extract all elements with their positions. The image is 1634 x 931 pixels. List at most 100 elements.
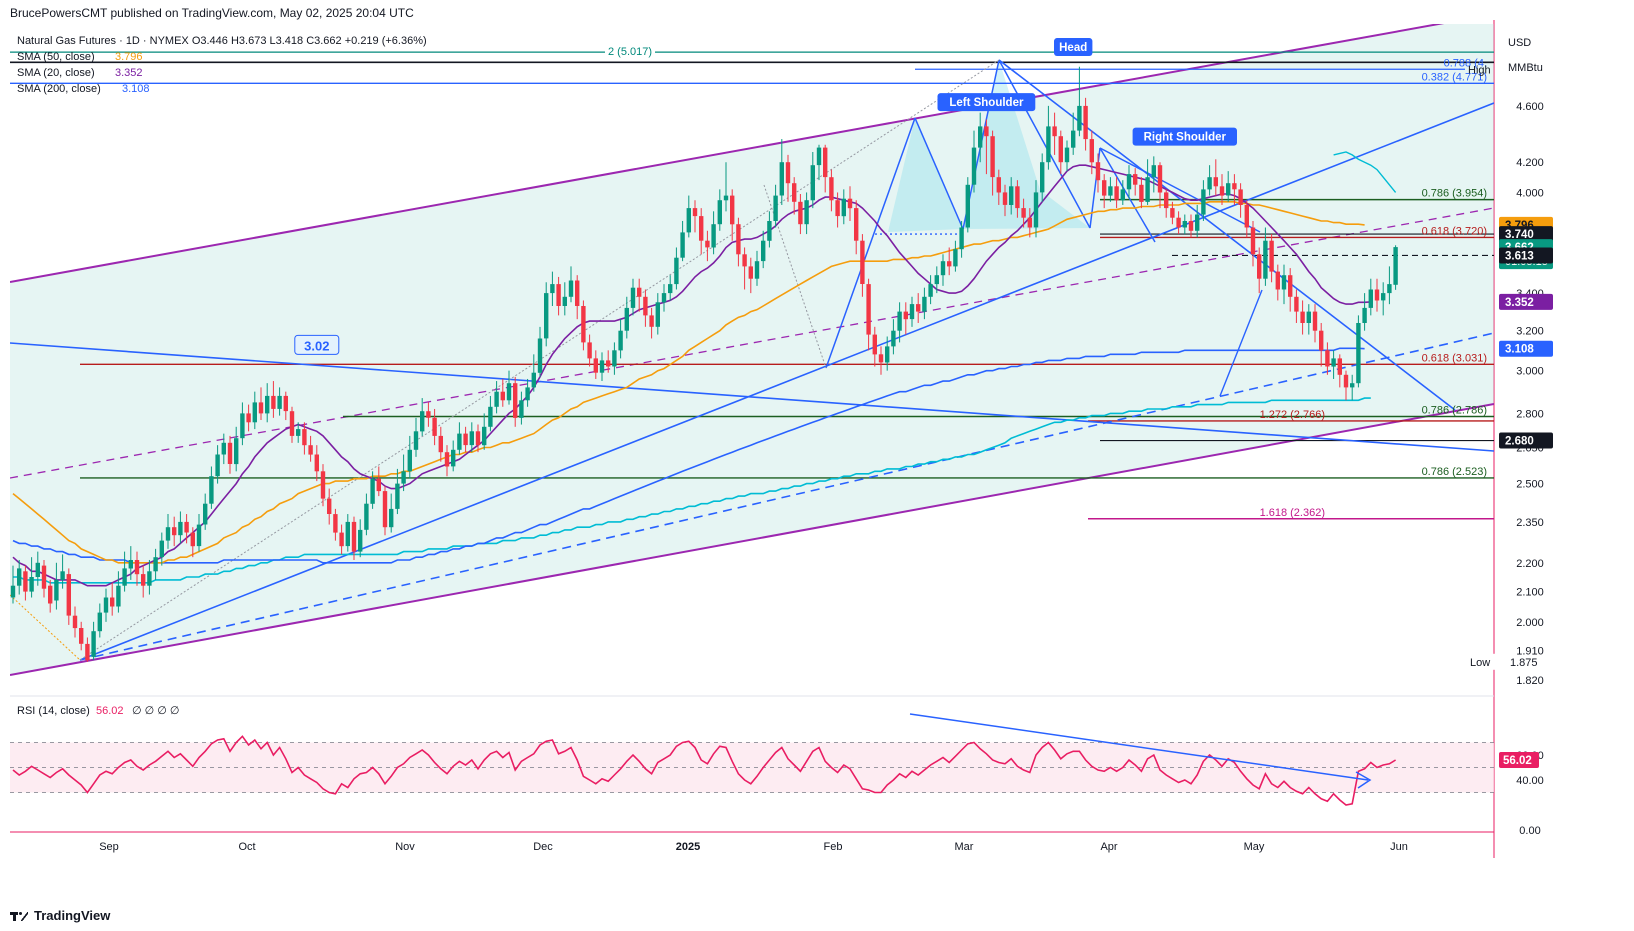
candle-body — [1269, 240, 1274, 272]
candle-body — [1213, 177, 1218, 187]
candle-body — [1250, 227, 1256, 255]
candle-body — [1176, 217, 1181, 228]
candle-body — [1027, 217, 1032, 228]
candle-body — [779, 162, 784, 196]
time-tick: Apr — [1100, 841, 1117, 853]
legend-sma50-value: 3.796 — [115, 51, 143, 63]
candle-body — [630, 287, 636, 308]
candle-body — [1040, 162, 1045, 193]
candle-body — [1306, 311, 1311, 323]
legend-sma20-value: 3.352 — [115, 67, 143, 79]
candle-body — [1052, 126, 1057, 137]
candle-body — [891, 330, 896, 347]
candle-body — [48, 585, 53, 604]
candle-body — [767, 221, 772, 241]
price-tick: 4.600 — [1516, 101, 1544, 113]
price-badge-bg — [1499, 226, 1553, 243]
rsi-legend-extra: ∅ ∅ ∅ ∅ — [132, 705, 180, 717]
ls-down-leg — [914, 117, 964, 230]
candle-body — [488, 406, 493, 427]
candle-body — [1393, 247, 1398, 285]
tradingview-logo[interactable]: TradingView — [10, 908, 110, 923]
candle-body — [1089, 139, 1094, 163]
candle-body — [172, 527, 177, 536]
candle-body — [854, 208, 859, 241]
candle-body — [494, 391, 499, 407]
candle-body — [1374, 289, 1380, 301]
candle-body — [296, 429, 301, 436]
legend[interactable]: Natural Gas Futures · 1D · NYMEX O3.446 … — [17, 35, 427, 95]
candle-body — [1263, 240, 1268, 279]
rsi-badge: 56.02 — [1499, 751, 1539, 768]
candle-body — [953, 249, 958, 267]
candle-body — [66, 574, 71, 616]
price-badge-text: 3.352 — [1505, 297, 1534, 309]
candle-body — [823, 147, 828, 178]
candle-body — [333, 514, 338, 533]
candle-body — [792, 183, 797, 202]
candle-body — [500, 391, 505, 401]
candle-body — [556, 284, 561, 306]
candle-body — [599, 360, 605, 373]
rsi-tick: 0.00 — [1519, 825, 1540, 837]
candle-body — [1108, 186, 1113, 196]
candle-body — [612, 350, 617, 367]
candle-body — [519, 400, 524, 418]
price-axis[interactable]: 4.6004.2004.0003.4003.2003.0002.8002.650… — [1508, 37, 1544, 687]
candle-body — [339, 532, 344, 547]
candle-body — [686, 208, 691, 233]
candle-body — [134, 560, 140, 575]
tradingview-logo-icon — [10, 910, 28, 922]
fib-label: 1.618 (2.362) — [1260, 507, 1325, 519]
candle-body — [190, 532, 195, 547]
candle-body — [1095, 162, 1101, 181]
rsi-badge-bg — [1499, 751, 1539, 768]
tradingview-logo-text: TradingView — [34, 908, 111, 923]
candle-body — [246, 413, 251, 423]
candle-body — [60, 571, 65, 580]
candle-body — [1139, 184, 1144, 202]
time-tick: Nov — [395, 841, 415, 853]
price-badge-text: 3.740 — [1505, 229, 1534, 241]
candle-body — [153, 557, 158, 572]
candle-body — [1002, 192, 1008, 205]
candle-body — [544, 293, 549, 339]
candle-body — [327, 498, 332, 514]
candle-body — [413, 431, 419, 450]
candle-body — [1319, 330, 1324, 351]
annotation-left-shoulder[interactable]: Left Shoulder — [937, 93, 1036, 112]
annotation-box — [1054, 38, 1093, 57]
candle-body — [178, 521, 183, 536]
annotation-right-shoulder[interactable]: Right Shoulder — [1132, 127, 1237, 146]
long-uptrend-line — [79, 102, 1494, 661]
candle-body — [1381, 293, 1386, 301]
rsi-tick: 40.00 — [1516, 775, 1544, 787]
candle-body — [872, 334, 877, 355]
annotation-head[interactable]: Head — [1054, 38, 1093, 57]
candle-body — [847, 198, 853, 209]
price-tick: 2.500 — [1516, 479, 1544, 491]
candle-body — [903, 311, 908, 320]
candle-body — [1195, 214, 1200, 231]
annotation-box — [1132, 127, 1237, 146]
candle-body — [240, 413, 245, 439]
candle-body — [773, 195, 778, 221]
candle-body — [227, 442, 233, 464]
candle-body — [668, 284, 673, 294]
annotation-3-02[interactable]: 3.02 — [294, 334, 340, 355]
fib-label-bg — [604, 45, 656, 60]
price-tick: 3.000 — [1516, 366, 1544, 378]
candle-body — [475, 431, 481, 446]
candle-body — [1362, 307, 1367, 323]
annotation-text: 3.02 — [304, 338, 329, 353]
fib-label: 0.618 (3.031) — [1422, 352, 1487, 364]
candle-body — [637, 287, 642, 297]
annotation-text: Right Shoulder — [1144, 132, 1227, 144]
price-tick: 1.910 — [1516, 645, 1544, 657]
candle-body — [308, 445, 313, 455]
candle-body — [196, 524, 202, 547]
candle-body — [1188, 221, 1194, 231]
rsi-pane[interactable] — [10, 713, 1494, 806]
candles — [10, 66, 1398, 662]
